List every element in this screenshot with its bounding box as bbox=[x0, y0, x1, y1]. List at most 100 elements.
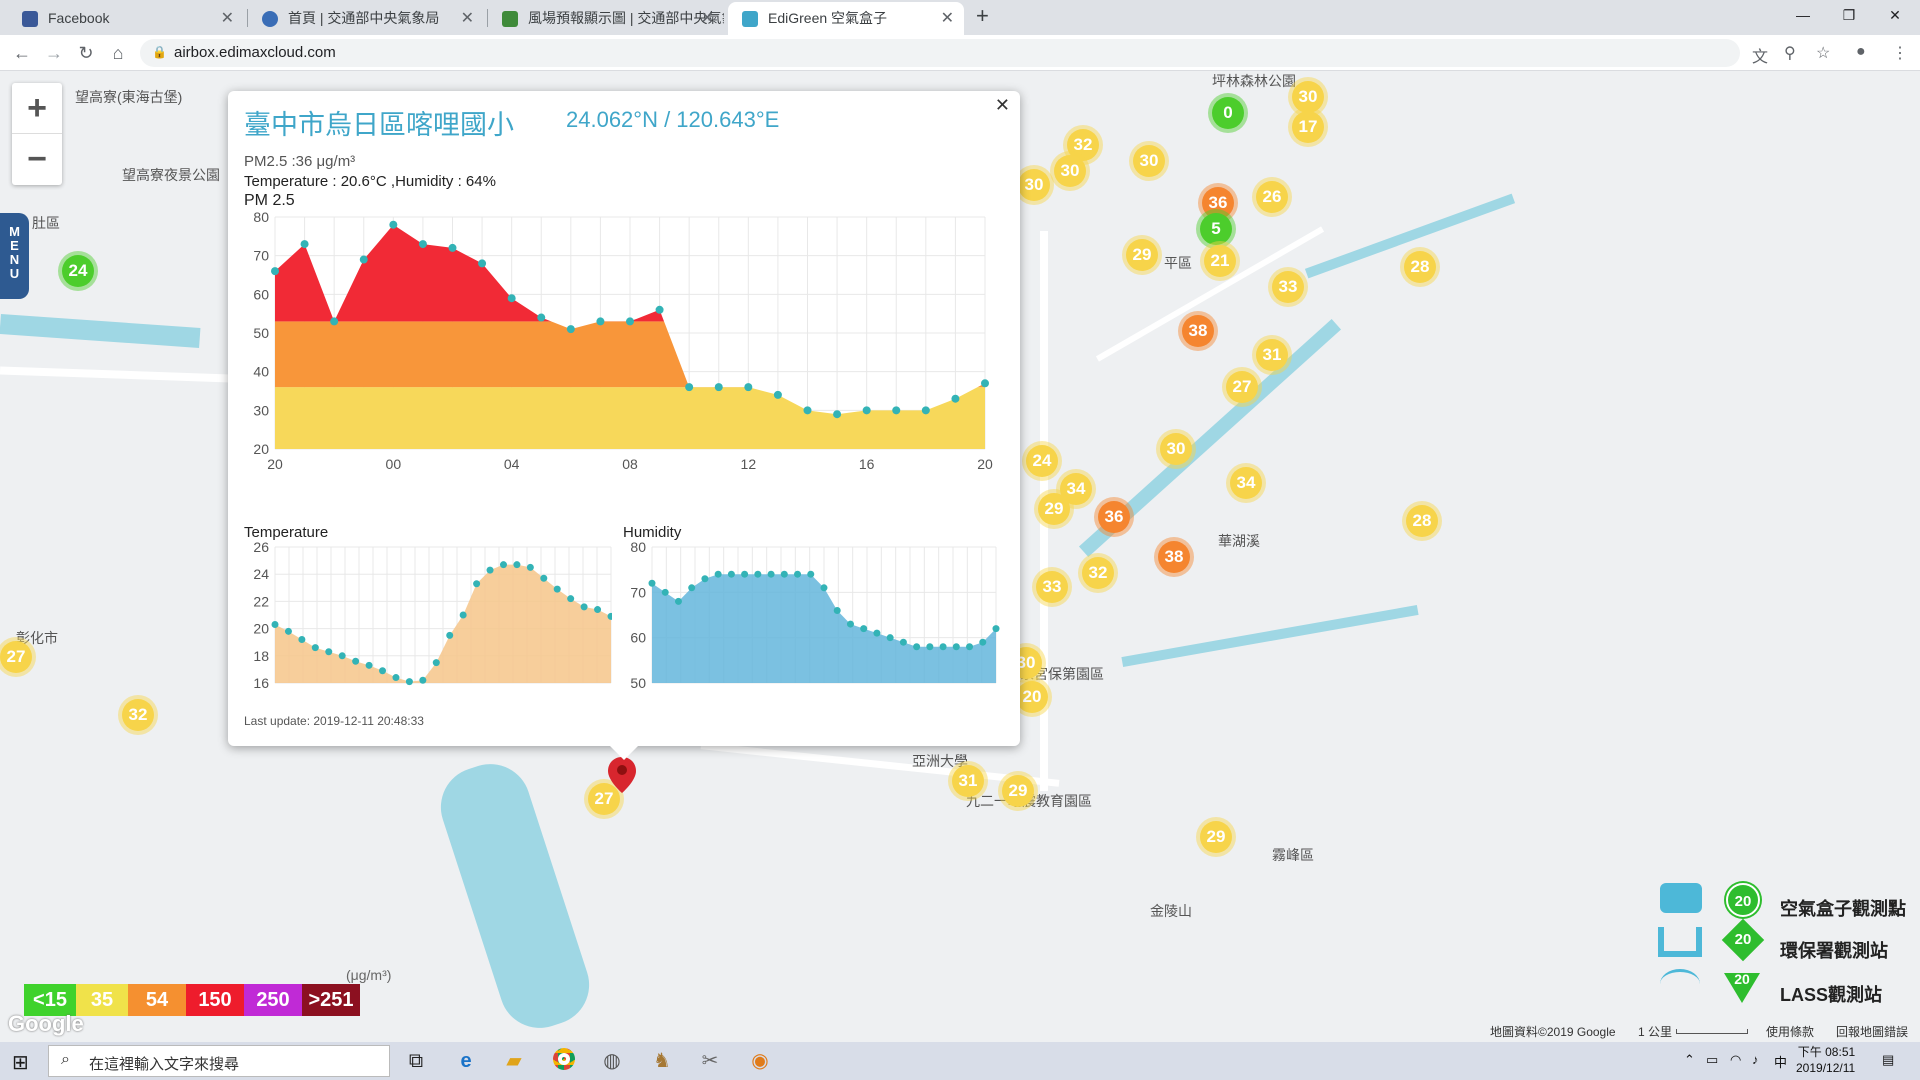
sensor-marker[interactable]: 34 bbox=[1230, 467, 1262, 499]
data-point bbox=[794, 570, 802, 578]
close-window-icon[interactable]: ✕ bbox=[1889, 7, 1901, 23]
bookmark-star-icon[interactable]: ☆ bbox=[1816, 45, 1831, 62]
data-point bbox=[594, 606, 602, 614]
zoom-lens-icon[interactable]: ⚲ bbox=[1784, 45, 1796, 62]
data-point bbox=[727, 570, 735, 578]
sensor-marker[interactable]: 24 bbox=[1026, 445, 1058, 477]
report-map-error-link[interactable]: 回報地圖錯誤 bbox=[1836, 1025, 1909, 1039]
windows-start-icon[interactable]: ⊞ bbox=[12, 1052, 29, 1074]
translate-icon[interactable]: 文 bbox=[1752, 49, 1769, 66]
sensor-marker[interactable]: 31 bbox=[952, 765, 984, 797]
sensor-marker[interactable]: 30 bbox=[1018, 169, 1050, 201]
y-tick-label: 22 bbox=[253, 593, 269, 609]
app-animal-icon[interactable]: ♞ bbox=[653, 1050, 671, 1072]
data-point bbox=[365, 661, 373, 669]
sensor-marker[interactable]: 31 bbox=[1256, 339, 1288, 371]
data-point bbox=[300, 240, 309, 249]
blender-icon[interactable]: ◉ bbox=[751, 1050, 769, 1072]
map-place-label: 坪林森林公園 bbox=[1212, 73, 1296, 89]
sensor-marker[interactable]: 29 bbox=[1126, 239, 1158, 271]
sensor-marker[interactable]: 30 bbox=[1160, 433, 1192, 465]
reload-icon[interactable]: ↻ bbox=[78, 43, 94, 63]
tab-cwb-home[interactable]: 首頁 | 交通部中央氣象局 ✕ bbox=[248, 2, 484, 35]
x-tick-label: 20 bbox=[977, 456, 993, 471]
tab-wind-map[interactable]: 風場預報顯示圖 | 交通部中央氣象 ✕ bbox=[488, 2, 724, 35]
volume-icon[interactable]: ♪ bbox=[1752, 1052, 1759, 1067]
sensor-marker[interactable]: 30 bbox=[1133, 145, 1165, 177]
close-popup-icon[interactable]: ✕ bbox=[994, 95, 1010, 115]
sensor-marker[interactable]: 27 bbox=[1226, 371, 1258, 403]
tray-up-arrow-icon[interactable]: ⌃ bbox=[1684, 1052, 1695, 1067]
sensor-marker[interactable]: 29 bbox=[1002, 775, 1034, 807]
sensor-marker[interactable]: 0 bbox=[1212, 97, 1244, 129]
location-pin-icon[interactable] bbox=[608, 757, 636, 793]
scale-step: <15 bbox=[24, 984, 76, 1016]
tab-label: 首頁 | 交通部中央氣象局 bbox=[288, 10, 440, 26]
y-tick-label: 50 bbox=[253, 325, 269, 341]
sensor-marker[interactable]: 20 bbox=[1016, 681, 1048, 713]
sensor-marker[interactable]: 28 bbox=[1404, 251, 1436, 283]
close-tab-icon[interactable]: ✕ bbox=[940, 10, 954, 27]
sensor-marker[interactable]: 30 bbox=[1292, 81, 1324, 113]
wifi-icon[interactable]: ◠ bbox=[1730, 1052, 1742, 1067]
back-arrow-icon[interactable]: ← bbox=[13, 43, 31, 63]
map-place-label: 望高寮夜景公園 bbox=[122, 167, 220, 183]
sensor-marker[interactable]: 32 bbox=[1082, 557, 1114, 589]
file-explorer-icon[interactable]: ▰ bbox=[506, 1050, 522, 1072]
app-snip-icon[interactable]: ✂ bbox=[701, 1050, 719, 1072]
zoom-in-button[interactable]: + bbox=[12, 83, 62, 134]
ime-indicator[interactable]: 中 bbox=[1774, 1055, 1788, 1070]
browser-toolbar: ← → ↻ ⌂ 🔒 airbox.edimaxcloud.com 文 ⚲ ☆ ●… bbox=[0, 35, 1920, 71]
sensor-marker[interactable]: 21 bbox=[1204, 245, 1236, 277]
data-point bbox=[526, 563, 534, 571]
data-point bbox=[899, 638, 907, 646]
home-icon[interactable]: ⌂ bbox=[112, 43, 124, 63]
zoom-out-button[interactable]: − bbox=[27, 140, 47, 178]
tab-edigreen[interactable]: EdiGreen 空氣盒子 ✕ bbox=[728, 2, 964, 35]
data-point bbox=[767, 570, 775, 578]
close-tab-icon[interactable]: ✕ bbox=[460, 10, 474, 27]
restore-icon[interactable]: ❐ bbox=[1842, 7, 1856, 23]
data-point bbox=[284, 627, 292, 635]
close-tab-icon[interactable]: ✕ bbox=[220, 10, 234, 27]
notification-icon[interactable]: ▤ bbox=[1882, 1052, 1895, 1067]
forward-arrow-icon[interactable]: → bbox=[45, 43, 63, 63]
taskbar-clock[interactable]: 下午 08:51 2019/12/11 bbox=[1796, 1044, 1855, 1076]
tab-facebook[interactable]: Facebook ✕ bbox=[8, 2, 244, 35]
taskbar-search-box[interactable]: ⌕ 在這裡輸入文字來搜尋 bbox=[48, 1045, 390, 1077]
battery-icon[interactable]: ▭ bbox=[1706, 1052, 1719, 1067]
sensor-marker[interactable]: 36 bbox=[1202, 187, 1234, 219]
new-tab-button[interactable]: + bbox=[976, 3, 989, 28]
minimize-icon[interactable]: — bbox=[1796, 7, 1810, 23]
sensor-marker[interactable]: 26 bbox=[1256, 181, 1288, 213]
sensor-marker[interactable]: 33 bbox=[1272, 271, 1304, 303]
map-canvas[interactable]: 望高寮(東海古堡)望高寮夜景公園肚區彰化市霧峰林家宮保第園區亞洲大學九二一地震教… bbox=[0, 71, 1920, 1042]
y-tick-label: 20 bbox=[253, 621, 269, 637]
task-view-icon[interactable]: ⧉ bbox=[408, 1050, 424, 1072]
browser-menu-icon[interactable]: ⋮ bbox=[1892, 45, 1908, 62]
profile-avatar-icon[interactable]: ● bbox=[1856, 43, 1866, 60]
sensor-marker[interactable]: 30 bbox=[1054, 155, 1086, 187]
sensor-marker[interactable]: 33 bbox=[1036, 571, 1068, 603]
sensor-marker[interactable]: 5 bbox=[1200, 213, 1232, 245]
sensor-marker[interactable]: 38 bbox=[1182, 315, 1214, 347]
sensor-marker[interactable]: 17 bbox=[1292, 111, 1324, 143]
data-point bbox=[992, 625, 1000, 633]
sensor-marker[interactable]: 28 bbox=[1406, 505, 1438, 537]
chrome-icon[interactable] bbox=[550, 1048, 578, 1074]
edge-browser-icon[interactable]: e bbox=[460, 1050, 472, 1072]
address-bar[interactable]: 🔒 airbox.edimaxcloud.com bbox=[140, 39, 1740, 67]
sensor-marker[interactable]: 29 bbox=[1038, 493, 1070, 525]
close-tab-icon[interactable]: ✕ bbox=[700, 10, 714, 27]
data-point bbox=[701, 575, 709, 583]
sensor-marker[interactable]: 32 bbox=[122, 699, 154, 731]
app-clock-icon[interactable]: ◍ bbox=[603, 1050, 621, 1072]
sensor-marker[interactable]: 27 bbox=[0, 641, 32, 673]
sensor-marker[interactable]: 27 bbox=[588, 783, 620, 815]
sensor-marker[interactable]: 24 bbox=[62, 255, 94, 287]
terms-link[interactable]: 使用條款 bbox=[1766, 1025, 1815, 1039]
sensor-marker[interactable]: 38 bbox=[1158, 541, 1190, 573]
sensor-marker[interactable]: 29 bbox=[1200, 821, 1232, 853]
sensor-marker[interactable]: 36 bbox=[1098, 501, 1130, 533]
